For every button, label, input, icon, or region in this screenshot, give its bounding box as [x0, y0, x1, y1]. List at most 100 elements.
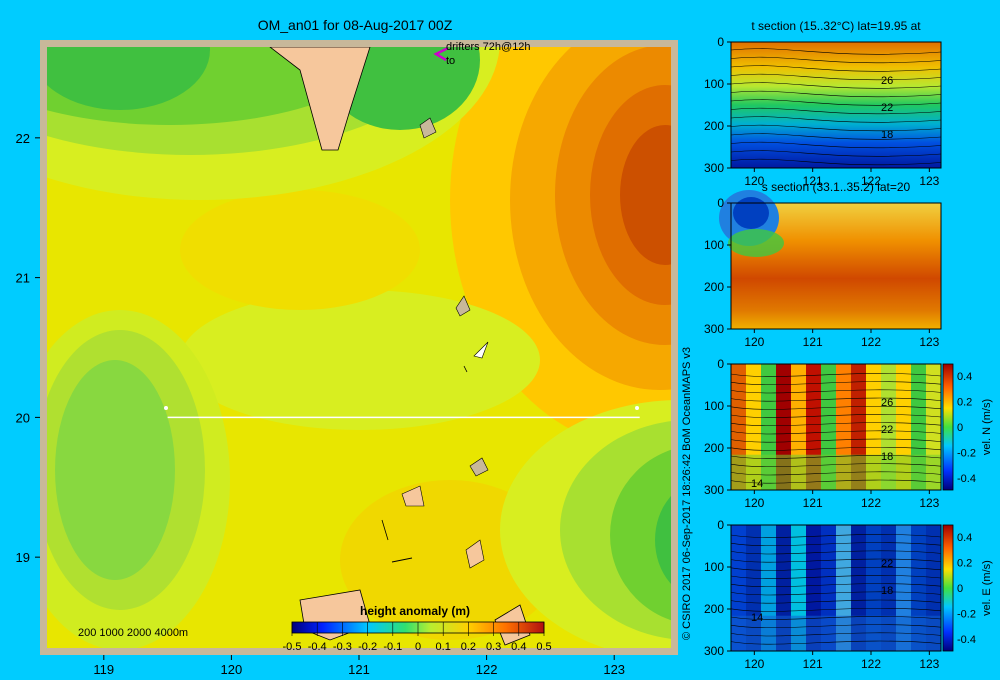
- island: [401, 485, 425, 507]
- map-y-tick-label: 19: [16, 550, 30, 565]
- map-x-tick-label: 120: [221, 662, 243, 677]
- depth-legend: 200 1000 2000 4000m: [78, 627, 188, 639]
- section-panel-3: 26 22 18 14 0 100 200 300 120 121 122 123 0.4 0.2 0 -0.…: [704, 357, 993, 510]
- section-field: [719, 190, 941, 329]
- contour-label: 22: [881, 102, 893, 114]
- section-colorbar-tick-label: -0.2: [957, 448, 976, 460]
- drifters-to-label: to: [446, 55, 455, 67]
- section-y-tick-label: 0: [717, 35, 724, 49]
- map-x-tick-label: 122: [476, 662, 498, 677]
- section-title: t section (15..32°C) lat=19.95 at: [751, 19, 921, 33]
- contour-label: 18: [881, 129, 893, 141]
- section-y-tick-label: 100: [704, 238, 724, 252]
- section-x-tick-label: 120: [744, 174, 764, 188]
- section-y-tick-label: 0: [717, 357, 724, 371]
- colorbar-tick-label: -0.5: [283, 641, 302, 653]
- taiwan-landmass: [269, 47, 371, 151]
- section-y-tick-label: 100: [704, 399, 724, 413]
- section-y-tick-label: 100: [704, 560, 724, 574]
- island: [419, 117, 437, 139]
- section-y-tick-label: 300: [704, 483, 724, 497]
- island: [473, 341, 489, 359]
- section-x-tick-label: 123: [919, 496, 939, 510]
- contour-label: 26: [881, 397, 893, 409]
- section-x-tick-label: 121: [803, 657, 823, 671]
- colorbar-tick-label: 0.1: [436, 641, 451, 653]
- section-y-tick-label: 200: [704, 280, 724, 294]
- section-x-tick-label: 123: [919, 174, 939, 188]
- section-colorbar: [942, 524, 954, 652]
- map-title: OM_an01 for 08-Aug-2017 00Z: [258, 17, 453, 33]
- section-x-tick-label: 122: [861, 174, 881, 188]
- section-y-tick-label: 200: [704, 119, 724, 133]
- section-panel-2: s section (33.1..35.2) lat=20 0 100 200 300 1…: [704, 180, 942, 349]
- section-x-tick-label: 122: [861, 496, 881, 510]
- section-x-tick-label: 122: [861, 657, 881, 671]
- colorbar-tick-label: 0: [415, 641, 421, 653]
- section-line-end: [635, 406, 639, 410]
- section-colorbar-tick-label: 0.2: [957, 397, 972, 409]
- section-colorbar-tick-label: 0.4: [957, 532, 972, 544]
- section-x-tick-label: 122: [861, 335, 881, 349]
- section-panel-1: t section (15..32°C) lat=19.95 at 26 22 18 0…: [704, 19, 942, 188]
- section-field: [730, 364, 942, 490]
- map-x-tick-label: 121: [348, 662, 370, 677]
- section-colorbar-tick-label: 0.4: [957, 371, 972, 383]
- section-y-tick-label: 200: [704, 441, 724, 455]
- section-panel-4: 22 18 14 0 100 200 300 120 121 122 123 0.4 0.2 0 -0.2 -…: [704, 518, 993, 671]
- section-x-tick-label: 120: [744, 657, 764, 671]
- island: [469, 457, 489, 477]
- section-x-tick-label: 120: [744, 335, 764, 349]
- colorbar-title: height anomaly (m): [360, 604, 470, 618]
- section-field: [730, 42, 942, 168]
- section-colorbar-label: vel. N (m/s): [981, 399, 993, 455]
- section-x-tick-label: 120: [744, 496, 764, 510]
- colorbar-tick-label: -0.2: [358, 641, 377, 653]
- contour-label: 14: [751, 478, 763, 490]
- contour-label: 22: [881, 558, 893, 570]
- section-x-tick-label: 121: [803, 174, 823, 188]
- section-x-tick-label: 123: [919, 335, 939, 349]
- colorbar-tick-label: -0.4: [308, 641, 327, 653]
- colorbar-tick-label: 0.3: [486, 641, 501, 653]
- drifters-label: drifters 72h@12h: [446, 41, 531, 53]
- section-colorbar-tick-label: 0.2: [957, 558, 972, 570]
- contour-label: 22: [881, 424, 893, 436]
- contour-label: 26: [881, 75, 893, 87]
- section-x-tick-label: 121: [803, 496, 823, 510]
- section-field: [730, 525, 942, 651]
- height-anomaly-field: [47, 47, 671, 648]
- section-y-tick-label: 300: [704, 322, 724, 336]
- colorbar-tick-label: -0.1: [383, 641, 402, 653]
- section-x-tick-label: 123: [919, 657, 939, 671]
- colorbar-tick-label: 0.5: [536, 641, 551, 653]
- map-y-tick-label: 20: [16, 410, 30, 425]
- section-colorbar: [942, 363, 954, 491]
- section-colorbar-tick-label: -0.2: [957, 609, 976, 621]
- section-y-tick-label: 100: [704, 77, 724, 91]
- contour-label: 18: [881, 585, 893, 597]
- colorbar-tick-label: 0.2: [461, 641, 476, 653]
- section-y-tick-label: 200: [704, 602, 724, 616]
- section-x-tick-label: 121: [803, 335, 823, 349]
- map-x-axis: 119 120 121 122 123: [93, 655, 625, 677]
- map-y-tick-label: 22: [16, 131, 30, 146]
- map-x-tick-label: 119: [93, 662, 114, 677]
- island: [465, 539, 485, 569]
- map-y-tick-label: 21: [16, 271, 30, 286]
- contour-label: 18: [881, 451, 893, 463]
- map-y-axis: 22 21 20 19: [16, 131, 40, 565]
- credit-text: © CSIRO 2017 06-Sep-2017 18:26:42 BoM Oc…: [681, 347, 693, 640]
- section-colorbar-tick-label: -0.4: [957, 473, 976, 485]
- section-colorbar-label: vel. E (m/s): [981, 560, 993, 616]
- contour-label: 14: [751, 612, 763, 624]
- section-y-tick-label: 300: [704, 161, 724, 175]
- section-y-tick-label: 300: [704, 644, 724, 658]
- section-colorbar-tick-label: -0.4: [957, 634, 976, 646]
- colorbar-tick-label: -0.3: [333, 641, 352, 653]
- section-line-start: [164, 406, 168, 410]
- section-colorbar-tick-label: 0: [957, 583, 963, 595]
- section-y-tick-label: 0: [717, 518, 724, 532]
- section-title: s section (33.1..35.2) lat=20: [762, 180, 911, 194]
